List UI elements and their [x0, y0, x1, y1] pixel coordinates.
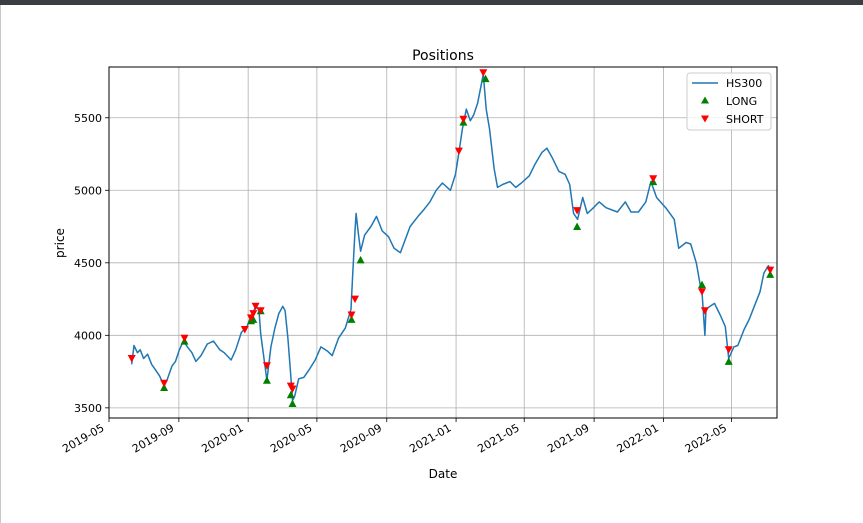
short-marker	[127, 355, 136, 363]
y-tick-label: 3500	[74, 402, 102, 415]
short-marker	[351, 295, 359, 304]
long-marker	[724, 357, 733, 365]
short-marker	[288, 385, 297, 393]
y-tick-label: 5000	[74, 184, 102, 197]
legend: HS300 LONG SHORT	[686, 72, 772, 131]
legend-short-label: SHORT	[726, 113, 764, 126]
window-top-bar	[0, 0, 863, 5]
short-marker	[724, 346, 733, 354]
x-tick-label: 2021-09	[545, 421, 591, 455]
series-lines	[130, 73, 771, 402]
hs300-line	[130, 73, 771, 402]
window-left-border	[0, 5, 1, 523]
short-marker	[649, 175, 658, 183]
x-tick-label: 2021-05	[475, 421, 521, 455]
series-markers	[127, 69, 775, 407]
x-tick-label: 2021-01	[407, 421, 453, 455]
long-marker	[766, 270, 775, 278]
short-marker	[249, 310, 258, 318]
legend-short-swatch	[701, 115, 709, 123]
short-marker	[180, 334, 189, 343]
legend-hs300-label: HS300	[726, 77, 762, 90]
long-marker	[288, 399, 297, 407]
short-marker	[454, 147, 463, 156]
long-marker	[356, 255, 365, 264]
long-marker	[347, 315, 356, 323]
y-axis-label: price	[53, 228, 67, 258]
short-marker	[573, 207, 582, 215]
y-tick-label: 5500	[74, 112, 102, 125]
short-marker	[347, 311, 356, 319]
short-marker	[700, 307, 709, 315]
y-axis-ticks: 3500 4000 4500 5000 5500	[74, 112, 109, 415]
short-marker	[698, 288, 706, 296]
long-marker	[698, 280, 706, 289]
legend-long-swatch	[701, 96, 709, 104]
x-tick-label: 2019-05	[60, 421, 106, 455]
short-marker	[256, 307, 265, 315]
long-marker	[481, 74, 490, 83]
x-tick-label: 2022-05	[683, 421, 729, 455]
x-tick-label: 2020-05	[268, 421, 314, 455]
x-tick-label: 2022-01	[615, 421, 661, 455]
short-marker	[262, 362, 271, 370]
x-tick-label: 2020-01	[199, 421, 245, 455]
short-marker	[251, 302, 260, 311]
long-marker	[573, 222, 582, 230]
x-tick-label: 2020-09	[338, 421, 384, 455]
y-tick-label: 4500	[74, 257, 102, 270]
long-marker	[160, 383, 169, 391]
short-marker	[160, 379, 169, 388]
short-marker	[240, 326, 249, 334]
short-marker	[766, 266, 775, 275]
x-axis-ticks: 2019-05 2019-09 2020-01 2020-05 2020-09 2021-…	[60, 418, 732, 456]
short-marker	[479, 69, 488, 77]
grid-lines	[108, 67, 777, 418]
chart-title: Positions	[412, 48, 474, 64]
x-tick-label: 2019-09	[130, 421, 176, 455]
short-marker	[459, 115, 468, 124]
long-marker	[262, 376, 271, 384]
axes-frame	[108, 66, 778, 419]
legend-long-label: LONG	[726, 95, 757, 108]
y-tick-label: 4000	[74, 329, 102, 342]
long-marker	[286, 390, 295, 399]
x-axis-label: Date	[429, 467, 458, 481]
